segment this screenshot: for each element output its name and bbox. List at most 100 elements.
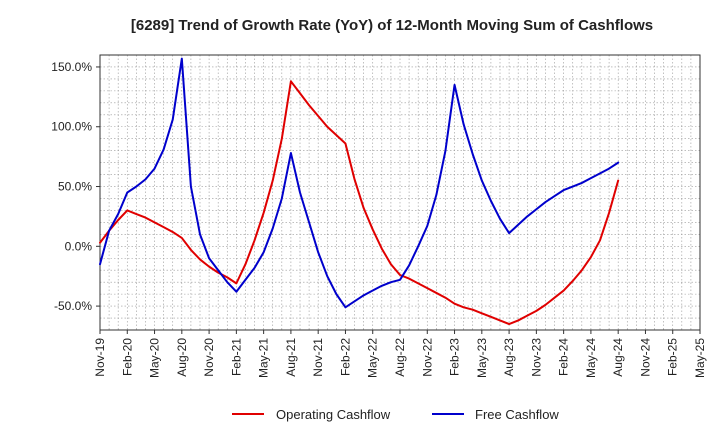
data-point-operating	[417, 282, 419, 284]
data-point-free	[472, 153, 474, 155]
data-point-free	[244, 279, 246, 281]
x-tick-label: Feb-20	[120, 338, 134, 376]
data-point-operating	[317, 115, 319, 117]
data-point-free	[599, 172, 601, 174]
data-point-operating	[508, 323, 510, 325]
data-point-operating	[244, 263, 246, 265]
data-point-free	[517, 224, 519, 226]
data-point-operating	[435, 292, 437, 294]
data-point-free	[163, 148, 165, 150]
data-point-free	[463, 123, 465, 125]
data-point-free	[508, 232, 510, 234]
data-point-operating	[263, 212, 265, 214]
data-point-operating	[572, 280, 574, 282]
data-point-free	[281, 197, 283, 199]
x-tick-label: May-22	[366, 338, 380, 378]
x-axis: Nov-19 Feb-20 May-20 Aug-20 Nov-20 Feb-21 May-…	[93, 330, 707, 378]
data-point-operating	[544, 304, 546, 306]
x-tick-label: Nov-20	[202, 338, 216, 377]
data-point-operating	[154, 221, 156, 223]
data-point-free	[263, 251, 265, 253]
data-point-free	[344, 306, 346, 308]
data-point-free	[481, 180, 483, 182]
data-point-free	[572, 186, 574, 188]
data-point-operating	[308, 104, 310, 106]
data-point-free	[172, 119, 174, 121]
data-point-free	[235, 291, 237, 293]
data-point-free	[117, 213, 119, 215]
data-point-operating	[363, 207, 365, 209]
legend: Operating Cashflow Free Cashflow	[232, 407, 559, 422]
data-point-operating	[426, 287, 428, 289]
data-point-operating	[372, 229, 374, 231]
series-line-operating-cashflow	[99, 80, 620, 326]
data-point-operating	[381, 248, 383, 250]
data-point-free	[554, 195, 556, 197]
data-point-free	[444, 150, 446, 152]
data-point-free	[581, 182, 583, 184]
data-point-operating	[99, 242, 101, 244]
data-point-operating	[208, 266, 210, 268]
data-point-free	[108, 230, 110, 232]
data-point-free	[254, 267, 256, 269]
data-point-free	[454, 84, 456, 86]
chart-title: [6289] Trend of Growth Rate (YoY) of 12-…	[131, 17, 653, 34]
data-point-operating	[235, 282, 237, 284]
x-tick-label: May-25	[693, 338, 707, 378]
x-tick-label: Feb-22	[338, 338, 352, 376]
data-point-free	[354, 300, 356, 302]
x-tick-label: Feb-25	[666, 338, 680, 376]
data-point-operating	[399, 274, 401, 276]
data-point-operating	[390, 263, 392, 265]
data-point-operating	[490, 316, 492, 318]
data-point-operating	[454, 303, 456, 305]
data-point-free	[99, 263, 101, 265]
data-point-operating	[581, 269, 583, 271]
data-point-free	[617, 162, 619, 164]
data-point-operating	[408, 278, 410, 280]
data-point-free	[335, 293, 337, 295]
series-layer	[99, 57, 620, 326]
data-point-operating	[135, 213, 137, 215]
data-point-free	[399, 279, 401, 281]
plot-grid	[99, 54, 701, 330]
data-point-operating	[117, 219, 119, 221]
data-point-operating	[144, 217, 146, 219]
x-tick-label: Nov-21	[311, 338, 325, 377]
data-point-free	[181, 58, 183, 60]
x-tick-label: Feb-23	[448, 338, 462, 376]
data-point-free	[272, 227, 274, 229]
data-point-operating	[554, 297, 556, 299]
data-point-free	[208, 257, 210, 259]
data-point-operating	[199, 258, 201, 260]
data-point-free	[154, 168, 156, 170]
x-tick-label: Nov-22	[420, 338, 434, 377]
data-point-operating	[163, 226, 165, 228]
data-point-operating	[463, 306, 465, 308]
data-point-free	[372, 290, 374, 292]
data-point-free	[608, 168, 610, 170]
y-tick-label: 50.0%	[58, 180, 92, 194]
data-point-free	[217, 269, 219, 271]
data-point-operating	[335, 134, 337, 136]
data-point-free	[290, 152, 292, 154]
data-point-operating	[499, 319, 501, 321]
data-point-operating	[181, 237, 183, 239]
data-point-free	[299, 192, 301, 194]
data-point-operating	[599, 239, 601, 241]
legend-label-operating: Operating Cashflow	[276, 407, 391, 422]
x-tick-label: Nov-19	[93, 338, 107, 377]
data-point-operating	[354, 178, 356, 180]
x-tick-label: May-23	[475, 338, 489, 378]
y-tick-label: 0.0%	[65, 239, 93, 253]
x-tick-label: Feb-24	[557, 338, 571, 376]
data-point-free	[199, 233, 201, 235]
data-point-free	[535, 208, 537, 210]
x-tick-label: Nov-23	[529, 338, 543, 377]
data-point-operating	[608, 212, 610, 214]
x-tick-label: May-21	[257, 338, 271, 378]
data-point-free	[499, 218, 501, 220]
data-point-free	[544, 201, 546, 203]
y-tick-label: 100.0%	[51, 120, 92, 134]
